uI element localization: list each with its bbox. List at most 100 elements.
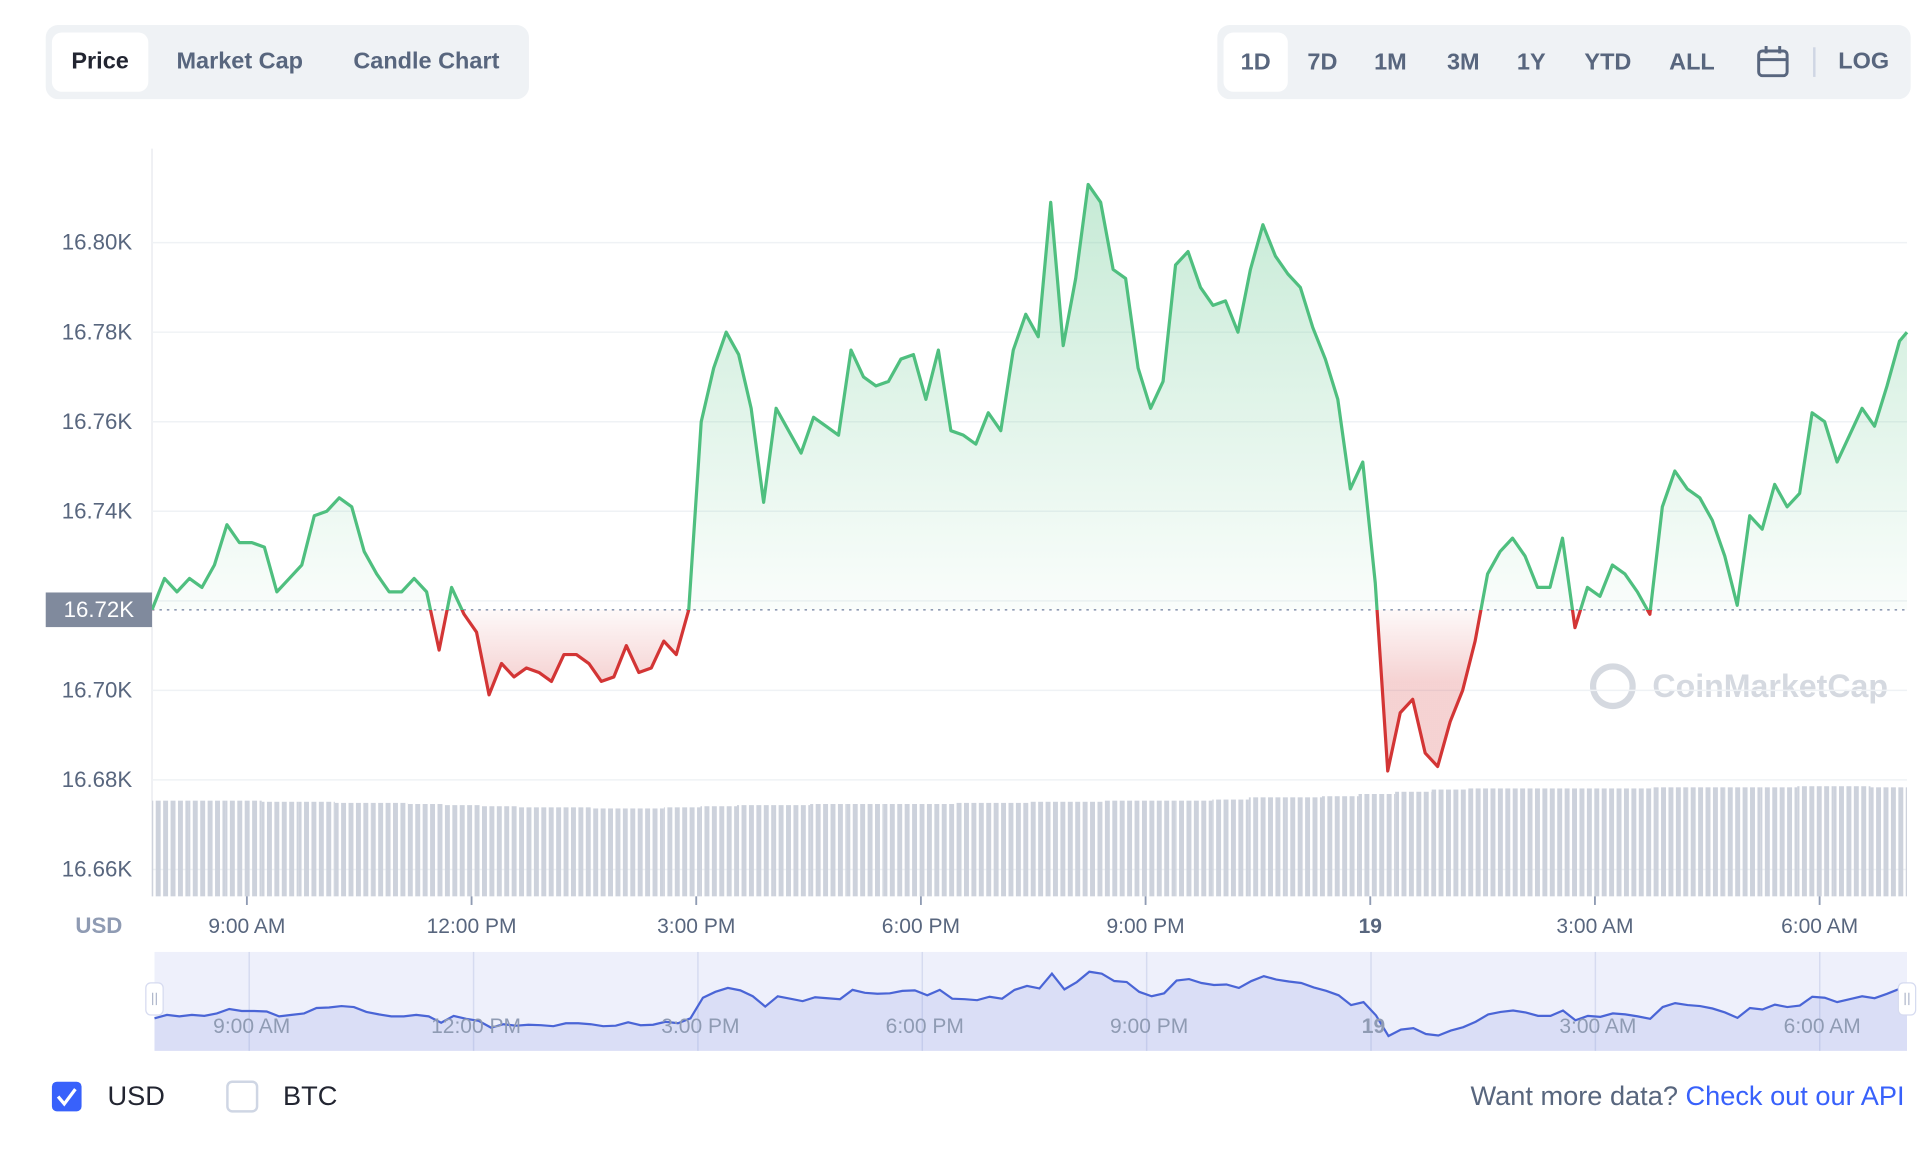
volume-bar — [1468, 788, 1505, 897]
volume-bar — [371, 802, 408, 897]
volume-bar — [554, 807, 591, 897]
api-link[interactable]: Check out our API — [1686, 1080, 1905, 1111]
volume-bar — [1102, 800, 1140, 897]
volume-bar — [444, 805, 482, 897]
x-tick-label: 19 — [1359, 915, 1382, 938]
volume-bar — [1833, 786, 1871, 897]
y-tick-label: 16.68K — [62, 767, 133, 792]
price-line — [150, 182, 1909, 773]
volume-bar — [1760, 787, 1798, 897]
footer: Want more data? Check out our API — [1471, 1080, 1905, 1111]
navigator-tick-label: 12:00 PM — [431, 1015, 521, 1038]
y-tick-label: 16.76K — [62, 409, 133, 434]
tab[interactable]: Market Cap — [177, 47, 304, 73]
volume-bar — [188, 800, 226, 897]
x-tick-label: 9:00 AM — [208, 915, 285, 938]
range[interactable]: 1Y — [1517, 49, 1546, 75]
volume-bar — [152, 800, 189, 897]
volume-bar — [773, 805, 811, 897]
watermark-text: CoinMarketCap — [1652, 668, 1888, 704]
volume-bar — [1687, 787, 1725, 897]
range-group — [1217, 25, 1911, 100]
y-tick-label: 16.78K — [62, 319, 133, 344]
volume-bar — [225, 800, 262, 897]
navigator-tick-label: 3:00 PM — [661, 1015, 739, 1038]
checkbox-checked[interactable] — [51, 1081, 82, 1112]
volume-bar — [627, 808, 664, 897]
tab[interactable]: Candle Chart — [353, 47, 499, 73]
tab-group — [45, 25, 529, 100]
navigator-tick-label: 9:00 PM — [1110, 1015, 1188, 1038]
calendar-body — [1757, 49, 1789, 78]
base-label: 16.72K — [64, 597, 135, 622]
navigator-tick-label: 9:00 AM — [213, 1015, 290, 1038]
volume-bar — [481, 806, 518, 897]
range[interactable]: ALL — [1669, 49, 1715, 75]
volume-bar — [1285, 797, 1322, 897]
range[interactable]: YTD — [1584, 49, 1631, 75]
volume-bar — [1614, 788, 1652, 897]
x-tick-label: 9:00 PM — [1106, 915, 1184, 938]
navigator-bg — [154, 951, 1907, 1051]
volume-bar — [407, 804, 445, 897]
volume-bar — [1724, 787, 1761, 897]
navigator-handle[interactable] — [145, 982, 164, 1016]
range-selected-bg — [1223, 32, 1288, 92]
volume-bar — [663, 807, 701, 897]
volume-bar — [1504, 788, 1542, 897]
y-tick-label: 16.70K — [62, 677, 133, 702]
base-label-bg — [45, 592, 153, 628]
range[interactable]: 7D — [1307, 49, 1337, 75]
range[interactable]: 1M — [1374, 49, 1407, 75]
volume-bar — [1248, 797, 1286, 897]
volume-bar — [517, 807, 555, 897]
volume-bar — [1175, 800, 1213, 897]
x-tick-label: 12:00 PM — [427, 915, 517, 938]
currency-label[interactable]: BTC — [283, 1080, 337, 1111]
volume-bar — [261, 801, 299, 897]
volume-bar — [810, 804, 847, 897]
volume-bar — [1870, 787, 1907, 897]
log-toggle[interactable]: LOG — [1838, 47, 1889, 73]
navigator-tick-label: 6:00 PM — [886, 1015, 964, 1038]
volume-bar — [1139, 800, 1176, 897]
x-tick-label: 3:00 AM — [1556, 915, 1633, 938]
volume-bar — [737, 805, 774, 897]
volume-bar — [1395, 791, 1432, 897]
volume-bar — [919, 804, 957, 897]
navigator-tick-label: 19 — [1362, 1015, 1385, 1038]
volume-bar — [883, 804, 920, 897]
checkmark — [56, 1088, 77, 1107]
y-tick-label: 16.80K — [62, 230, 133, 255]
tab[interactable]: Price — [71, 47, 128, 73]
volume-bar — [1029, 801, 1067, 897]
y-tick-label: 16.66K — [62, 857, 133, 882]
volume-bar — [1321, 796, 1359, 897]
volume-bar — [1358, 794, 1396, 897]
footer-text: Want more data? — [1471, 1080, 1686, 1111]
range[interactable]: 3M — [1447, 49, 1480, 75]
checkbox[interactable] — [226, 1080, 259, 1113]
navigator-line — [154, 970, 1908, 1038]
volume-bar — [956, 802, 993, 897]
x-tick-label: 6:00 AM — [1781, 915, 1858, 938]
range[interactable]: 1D — [1241, 49, 1271, 75]
x-tick-label: 3:00 PM — [657, 915, 735, 938]
volume-bar — [1797, 786, 1834, 897]
volume-bar — [1651, 787, 1688, 897]
watermark-logo — [1589, 663, 1636, 710]
volume-bar — [590, 808, 628, 897]
calendar-icon[interactable] — [1757, 46, 1789, 78]
currency-label[interactable]: USD — [108, 1080, 165, 1111]
navigator-tick-label: 6:00 AM — [1784, 1015, 1861, 1038]
navigator-handle[interactable] — [1897, 982, 1917, 1016]
volume-bar — [1541, 788, 1578, 897]
price-area — [152, 184, 1907, 771]
volume-bar — [700, 806, 738, 897]
navigator-area — [154, 971, 1907, 1051]
y-tick-label: 16.74K — [62, 498, 133, 523]
watermark: CoinMarketCap — [1589, 663, 1888, 710]
y-unit: USD — [75, 913, 122, 938]
x-tick-label: 6:00 PM — [882, 915, 960, 938]
